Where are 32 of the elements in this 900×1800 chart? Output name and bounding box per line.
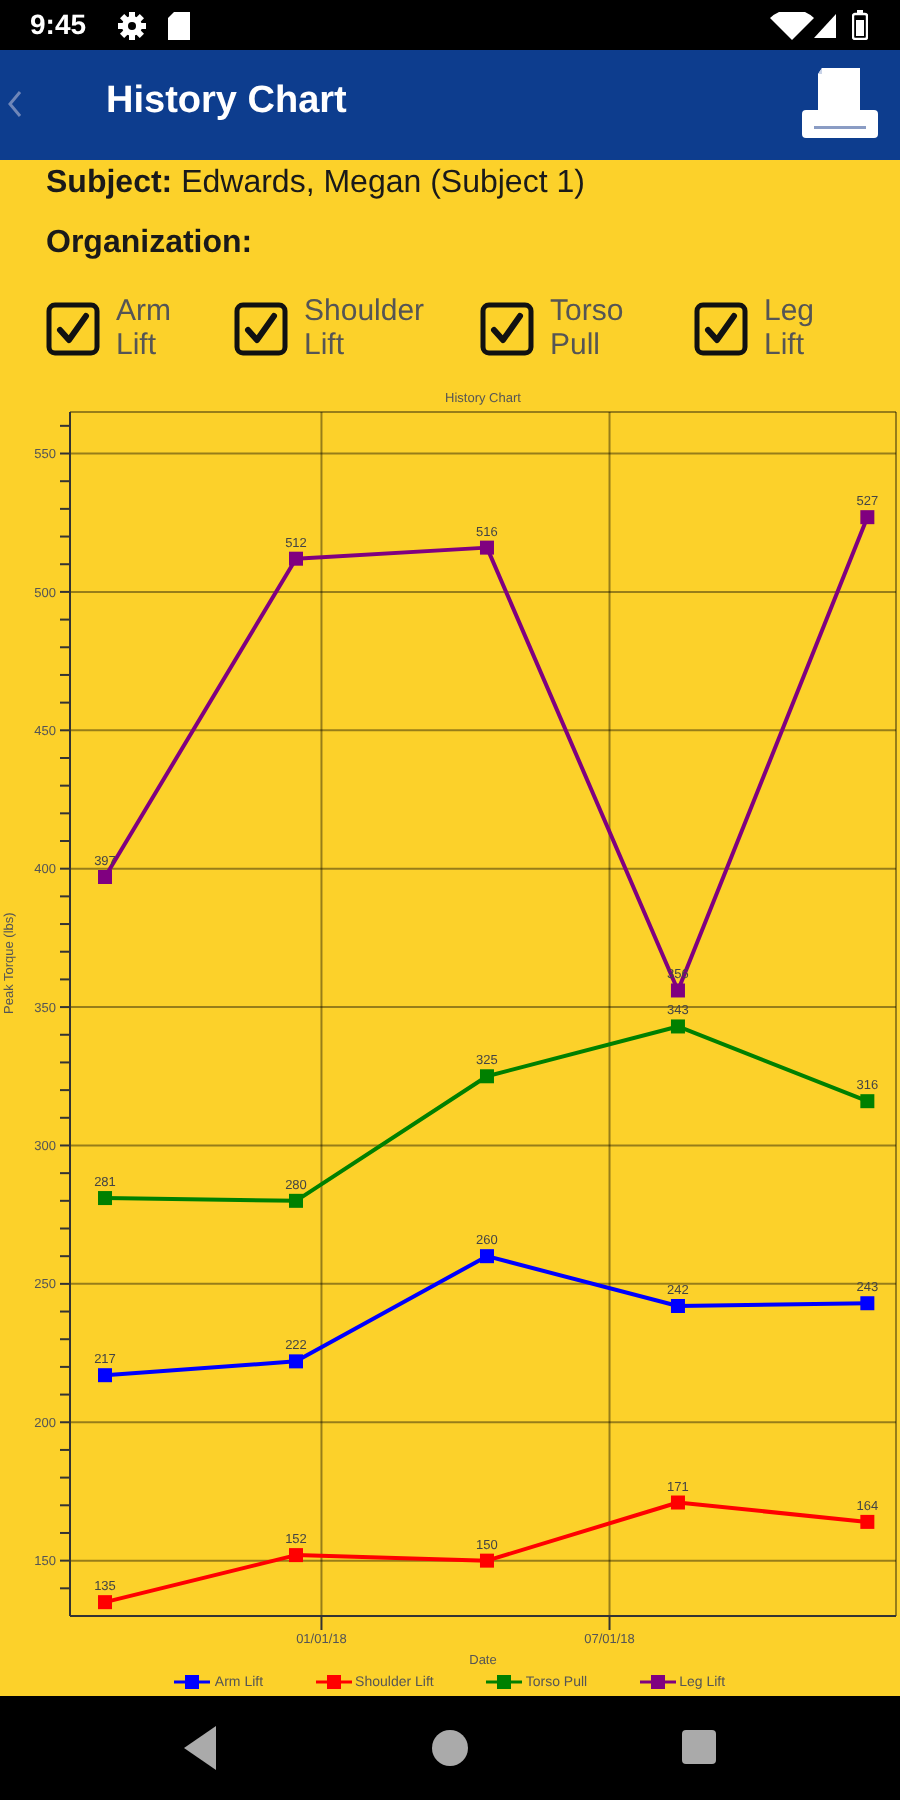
point [98,1595,113,1610]
checkbox[interactable] [480,301,534,355]
text: Shoulder Lift [304,294,425,362]
point [479,1249,494,1264]
checkbox[interactable] [46,301,100,355]
point [860,510,875,525]
text: Arm Lift [116,294,171,362]
point [860,1296,875,1311]
text: Organization: [46,226,253,260]
point [860,1514,875,1529]
point [860,1094,875,1109]
point [289,1548,303,1563]
checkbox[interactable] [694,301,748,355]
text: Torso Pull [550,294,624,362]
point [479,1553,494,1568]
point [289,1354,303,1369]
text: Subject: Edwards, Megan (Subject 1) [46,166,585,200]
point [98,1191,113,1206]
point [670,1495,685,1510]
point [479,540,494,555]
text: Leg Lift [764,294,815,362]
point [289,1193,303,1208]
chart-title: History Chart [106,80,347,122]
point [98,869,113,884]
point [289,551,303,566]
point [670,1299,685,1313]
point [98,1368,113,1383]
checkbox[interactable] [234,301,288,355]
point [670,983,685,998]
point [670,1019,685,1034]
text: 9:45 [30,8,87,40]
point [479,1069,494,1084]
